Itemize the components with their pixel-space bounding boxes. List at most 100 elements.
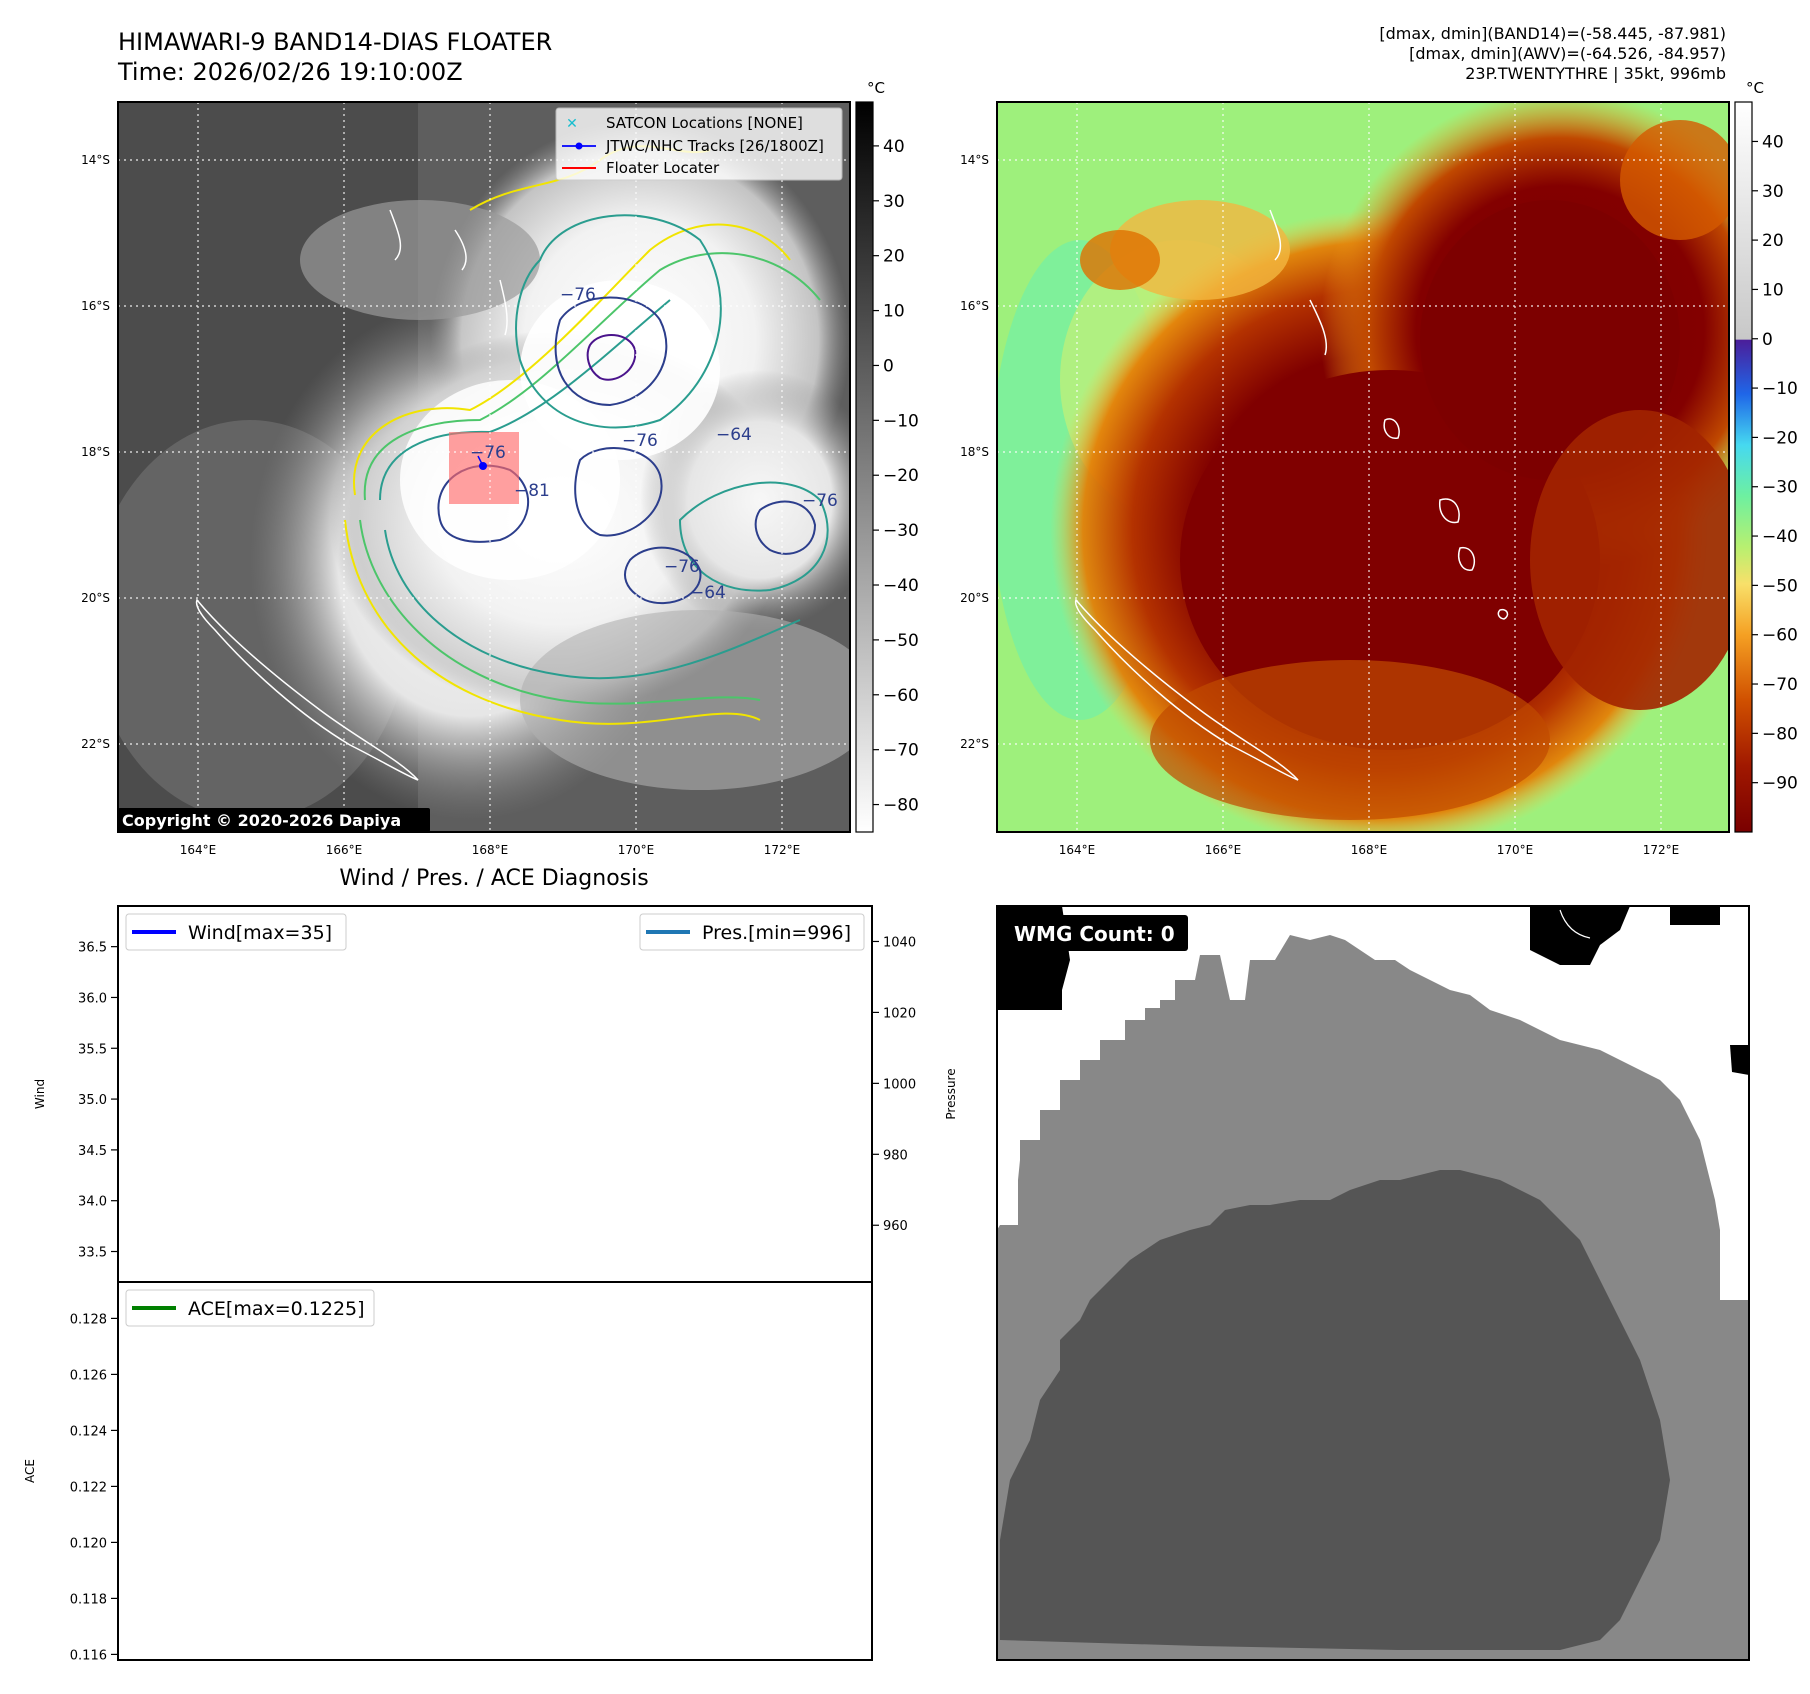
lat-tick-label: 18°S [960, 445, 989, 459]
wind-pressure-axes [117, 905, 873, 1283]
axis-tick-label: 36.5 [78, 941, 107, 956]
lat-tick-label: 18°S [81, 445, 110, 459]
contour-label: −76 [664, 557, 700, 577]
axis-tick-label: 980 [883, 1148, 908, 1163]
lon-tick-label: 172°E [1643, 843, 1680, 857]
colorbar-tick-label: −80 [883, 796, 919, 816]
lon-tick-label: 172°E [764, 843, 801, 857]
axis-tick-label: 1020 [883, 1006, 916, 1021]
diagnosis-panel: Wind / Pres. / ACE Diagnosis Wind Pressu… [23, 866, 958, 1663]
colorbar-tick-label: 10 [1762, 280, 1784, 300]
contour-label: −64 [690, 583, 726, 603]
lon-tick-label: 166°E [326, 843, 363, 857]
band14-colorbar: °C 40 30 20 10 0 −10 −20 −30 −40 −50 −60 −70 −80 [855, 79, 919, 833]
colorbar-tick-label: 40 [1762, 132, 1784, 152]
axis-tick-label: 1040 [883, 935, 916, 950]
colorbar-tick-label: −60 [883, 686, 919, 706]
band14-imagery: −76 −76 −76 −76 −64 −64 −81 −76 Copyright © 202… [118, 102, 850, 832]
jtwc-marker-icon [575, 142, 583, 150]
legend-jtwc: JTWC/NHC Tracks [26/1800Z] [605, 137, 824, 155]
satcon-marker-icon: ✕ [566, 116, 578, 132]
axis-tick-label: 35.5 [78, 1042, 107, 1057]
colorbar-tick-label: −10 [883, 411, 919, 431]
ace-axis-label: ACE [23, 1459, 37, 1483]
awv-colorbar: °C 40 30 20 10 0 −10 −20 −30 −40 −50 −60 −70 −80 −90 [1734, 79, 1798, 833]
axis-tick-label: 0.122 [70, 1480, 107, 1495]
axis-tick-label: 0.116 [70, 1648, 107, 1663]
diagnosis-title: Wind / Pres. / ACE Diagnosis [339, 866, 648, 891]
colorbar-tick-label: −90 [1762, 774, 1798, 794]
colorbar-tick-label: −40 [1762, 527, 1798, 547]
lon-tick-label: 168°E [472, 843, 509, 857]
ace-axes [117, 1281, 873, 1661]
colorbar-tick-label: 0 [883, 356, 894, 376]
contour-label: −76 [802, 491, 838, 511]
lat-tick-label: 20°S [960, 591, 989, 605]
colorbar-tick-label: 20 [1762, 231, 1784, 251]
colorbar-tick-label: −30 [883, 521, 919, 541]
band14-legend: ✕ SATCON Locations [NONE] JTWC/NHC Track… [555, 107, 843, 181]
contour-label: −76 [560, 285, 596, 305]
jtwc-track-point [479, 462, 487, 470]
info-line-1: [dmax, dmin](BAND14)=(-58.445, -87.981) [1379, 24, 1726, 43]
colorbar-tick-label: −20 [1762, 428, 1798, 448]
lon-tick-label: 168°E [1351, 843, 1388, 857]
lon-tick-label: 166°E [1205, 843, 1242, 857]
colorbar-tick-label: −10 [1762, 379, 1798, 399]
wmg-image: WMG Count: 0 [997, 906, 1749, 1660]
legend-satcon: SATCON Locations [NONE] [606, 114, 803, 132]
colorbar-tick-label: 30 [1762, 182, 1784, 202]
axis-tick-label: 33.5 [78, 1246, 107, 1261]
pressure-legend-label: Pres.[min=996] [702, 922, 851, 944]
axis-tick-label: 1000 [883, 1077, 916, 1092]
axis-tick-label: 36.0 [78, 991, 107, 1006]
pressure-axis-label: Pressure [944, 1068, 958, 1119]
colorbar-tick-label: −70 [883, 741, 919, 761]
band14-colorbar-unit: °C [867, 79, 885, 97]
lat-tick-label: 16°S [960, 299, 989, 313]
wind-legend: Wind[max=35] [125, 913, 347, 951]
ace-legend-label: ACE[max=0.1225] [188, 1298, 365, 1320]
colorbar-tick-label: −40 [883, 576, 919, 596]
lon-tick-label: 170°E [1497, 843, 1534, 857]
colorbar-tick-label: −30 [1762, 478, 1798, 498]
figure-title: HIMAWARI-9 BAND14-DIAS FLOATER [118, 28, 552, 56]
contour-label: −81 [514, 481, 550, 501]
pressure-legend: Pres.[min=996] [639, 913, 865, 951]
colorbar-tick-label: −50 [883, 631, 919, 651]
colorbar-tick-label: 20 [883, 247, 905, 267]
lat-tick-label: 14°S [960, 153, 989, 167]
axis-tick-label: 34.0 [78, 1195, 107, 1210]
axis-tick-label: 0.128 [70, 1312, 107, 1327]
lon-tick-label: 164°E [1059, 843, 1096, 857]
band14-panel: −76 −76 −76 −76 −64 −64 −81 −76 Copyright © 202… [81, 79, 919, 857]
colorbar-tick-label: 0 [1762, 330, 1773, 350]
axis-tick-label: 34.5 [78, 1144, 107, 1159]
colorbar-tick-label: −80 [1762, 724, 1798, 744]
wind-axis-label: Wind [33, 1079, 47, 1109]
colorbar-tick-label: 40 [883, 137, 905, 157]
lon-tick-label: 164°E [180, 843, 217, 857]
axis-tick-label: 0.126 [70, 1368, 107, 1383]
awv-imagery [997, 102, 1729, 832]
lat-tick-label: 16°S [81, 299, 110, 313]
lat-tick-label: 22°S [81, 737, 110, 751]
axis-tick-label: 0.120 [70, 1536, 107, 1551]
lon-tick-label: 170°E [618, 843, 655, 857]
lat-tick-label: 22°S [960, 737, 989, 751]
colorbar-tick-label: −60 [1762, 626, 1798, 646]
awv-panel: 14°S 16°S 18°S 20°S 22°S 164°E 166°E 168°E 170°E… [960, 79, 1798, 857]
colorbar-tick-label: −20 [883, 466, 919, 486]
wmg-count-badge: WMG Count: 0 [1014, 922, 1175, 946]
axis-tick-label: 0.124 [70, 1424, 107, 1439]
copyright-label: Copyright © 2020-2026 Dapiya [122, 811, 401, 830]
colorbar-tick-label: −70 [1762, 675, 1798, 695]
ace-legend: ACE[max=0.1225] [125, 1289, 375, 1327]
contour-label: −76 [470, 443, 506, 463]
info-line-3: 23P.TWENTYTHRE | 35kt, 996mb [1465, 64, 1726, 83]
wmg-panel: WMG Count: 0 [996, 905, 1750, 1661]
legend-floater: Floater Locater [606, 159, 720, 177]
colorbar-tick-label: −50 [1762, 576, 1798, 596]
wind-legend-label: Wind[max=35] [188, 922, 332, 944]
